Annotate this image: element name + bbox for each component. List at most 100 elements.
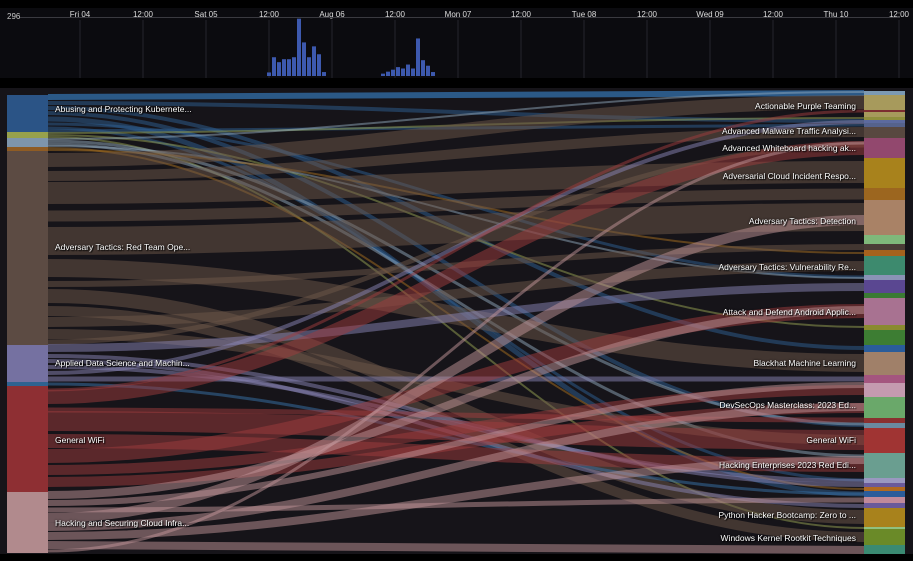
sankey-destination-node-label[interactable]: Python Hacker Bootcamp: Zero to ... [718, 510, 856, 520]
histogram-bar[interactable] [322, 72, 326, 76]
histogram-bar[interactable] [307, 57, 311, 76]
sankey-destination-node[interactable] [864, 120, 905, 123]
sankey-destination-node-label[interactable]: Advanced Whiteboard hacking ak... [722, 143, 856, 153]
sankey-destination-node[interactable] [864, 280, 905, 293]
sankey-link[interactable] [47, 109, 865, 392]
histogram-bar[interactable] [421, 60, 425, 76]
histogram-bar[interactable] [267, 72, 271, 76]
sankey-link[interactable] [47, 141, 865, 553]
sankey-link[interactable] [47, 90, 865, 100]
sankey-source-node[interactable] [7, 382, 48, 386]
sankey-source-node[interactable] [7, 147, 48, 151]
histogram-bar[interactable] [396, 67, 400, 76]
histogram-bar[interactable] [431, 72, 435, 76]
sankey-destination-node[interactable] [864, 235, 905, 244]
sankey-link[interactable] [47, 283, 865, 352]
sankey-link[interactable] [47, 407, 865, 423]
sankey-destination-node[interactable] [864, 275, 905, 280]
histogram-bar[interactable] [386, 71, 390, 76]
sankey-destination-node[interactable] [864, 138, 905, 158]
sankey-destination-node[interactable] [864, 527, 905, 529]
histogram-bar[interactable] [381, 73, 385, 76]
sankey-source-node-label[interactable]: Hacking and Securing Cloud Infra... [55, 518, 190, 528]
sankey-destination-node[interactable] [864, 188, 905, 200]
sankey-destination-node[interactable] [864, 529, 905, 545]
sankey-destination-node-label[interactable]: Blackhat Machine Learning [753, 358, 856, 368]
sankey-link[interactable] [47, 161, 865, 204]
sankey-link[interactable] [47, 456, 865, 540]
sankey-source-node[interactable] [7, 132, 48, 138]
sankey-destination-node[interactable] [864, 127, 905, 138]
sankey-destination-node[interactable] [864, 545, 905, 554]
sankey-destination-node-label[interactable]: Adversary Tactics: Detection [748, 216, 856, 226]
sankey-source-node[interactable] [7, 95, 48, 132]
sankey-destination-node[interactable] [864, 110, 905, 112]
sankey-destination-node[interactable] [864, 91, 905, 95]
sankey-destination-node[interactable] [864, 95, 905, 110]
sankey-link[interactable] [47, 403, 865, 531]
histogram-bar[interactable] [277, 62, 281, 76]
sankey-destination-node[interactable] [864, 418, 905, 423]
histogram-bar[interactable] [302, 42, 306, 76]
sankey-destination-node[interactable] [864, 325, 905, 330]
sankey-destination-node[interactable] [864, 293, 905, 298]
sankey-destination-node[interactable] [864, 483, 905, 487]
sankey-destination-node-label[interactable]: Actionable Purple Teaming [755, 101, 856, 111]
sankey-destination-node[interactable] [864, 123, 905, 127]
sankey-link[interactable] [47, 91, 865, 140]
sankey-destination-node[interactable] [864, 423, 905, 428]
sankey-destination-node[interactable] [864, 158, 905, 188]
sankey-destination-node[interactable] [864, 250, 905, 256]
sankey-source-node-label[interactable]: General WiFi [55, 435, 105, 445]
sankey-source-node[interactable] [7, 345, 48, 382]
sankey-source-node-label[interactable]: Adversary Tactics: Red Team Ope... [55, 242, 191, 252]
histogram-bar[interactable] [416, 38, 420, 76]
sankey-destination-node[interactable] [864, 256, 905, 275]
sankey-destination-node-label[interactable]: Attack and Defend Android Applic... [722, 307, 856, 317]
histogram-bar[interactable] [282, 59, 286, 76]
histogram-bar[interactable] [426, 65, 430, 76]
sankey-source-node-label[interactable]: Abusing and Protecting Kubernete... [55, 104, 192, 114]
sankey-link[interactable] [47, 261, 865, 327]
sankey-destination-node-label[interactable]: Adversary Tactics: Vulnerability Re... [718, 262, 856, 272]
histogram-bar[interactable] [287, 59, 291, 76]
sankey-destination-node-label[interactable]: Advanced Malware Traffic Analysi... [721, 126, 856, 136]
sankey-link[interactable] [47, 497, 865, 513]
sankey-destination-node[interactable] [864, 453, 905, 478]
sankey-destination-node[interactable] [864, 352, 905, 375]
sankey-destination-node[interactable] [864, 397, 905, 418]
sankey-destination-node-label[interactable]: Adversarial Cloud Incident Respo... [722, 171, 856, 181]
sankey-destination-node[interactable] [864, 487, 905, 491]
sankey-destination-node[interactable] [864, 478, 905, 483]
sankey-destination-node[interactable] [864, 330, 905, 345]
histogram-bar[interactable] [317, 54, 321, 76]
sankey-destination-node[interactable] [864, 244, 905, 250]
sankey-destination-node-label[interactable]: DevSecOps Masterclass: 2023 Ed... [719, 400, 856, 410]
sankey-destination-node[interactable] [864, 117, 905, 120]
sankey-source-node-label[interactable]: Applied Data Science and Machin... [55, 358, 190, 368]
sankey-link[interactable] [47, 95, 865, 167]
histogram-bar[interactable] [401, 68, 405, 76]
sankey-source-node[interactable] [7, 492, 48, 553]
histogram-bar[interactable] [272, 57, 276, 76]
sankey-destination-node[interactable] [864, 112, 905, 117]
sankey-destination-node[interactable] [864, 298, 905, 325]
histogram-bar[interactable] [312, 46, 316, 76]
sankey-link[interactable] [47, 203, 865, 255]
histogram-bar[interactable] [391, 69, 395, 76]
sankey-source-node[interactable] [7, 151, 48, 345]
sankey-destination-node[interactable] [864, 345, 905, 352]
sankey-link[interactable] [47, 101, 865, 123]
sankey-link[interactable] [47, 306, 865, 499]
sankey-destination-node-label[interactable]: Hacking Enterprises 2023 Red Edi... [718, 460, 856, 470]
sankey-link[interactable] [47, 215, 865, 523]
histogram-bar[interactable] [297, 18, 301, 76]
sankey-destination-node[interactable] [864, 503, 905, 508]
sankey-destination-node[interactable] [864, 491, 905, 497]
sankey-source-node[interactable] [7, 386, 48, 492]
sankey-destination-node[interactable] [864, 497, 905, 503]
histogram-bar[interactable] [292, 57, 296, 76]
sankey-destination-node[interactable] [864, 383, 905, 397]
histogram-bar[interactable] [411, 68, 415, 76]
sankey-link[interactable] [47, 141, 865, 404]
